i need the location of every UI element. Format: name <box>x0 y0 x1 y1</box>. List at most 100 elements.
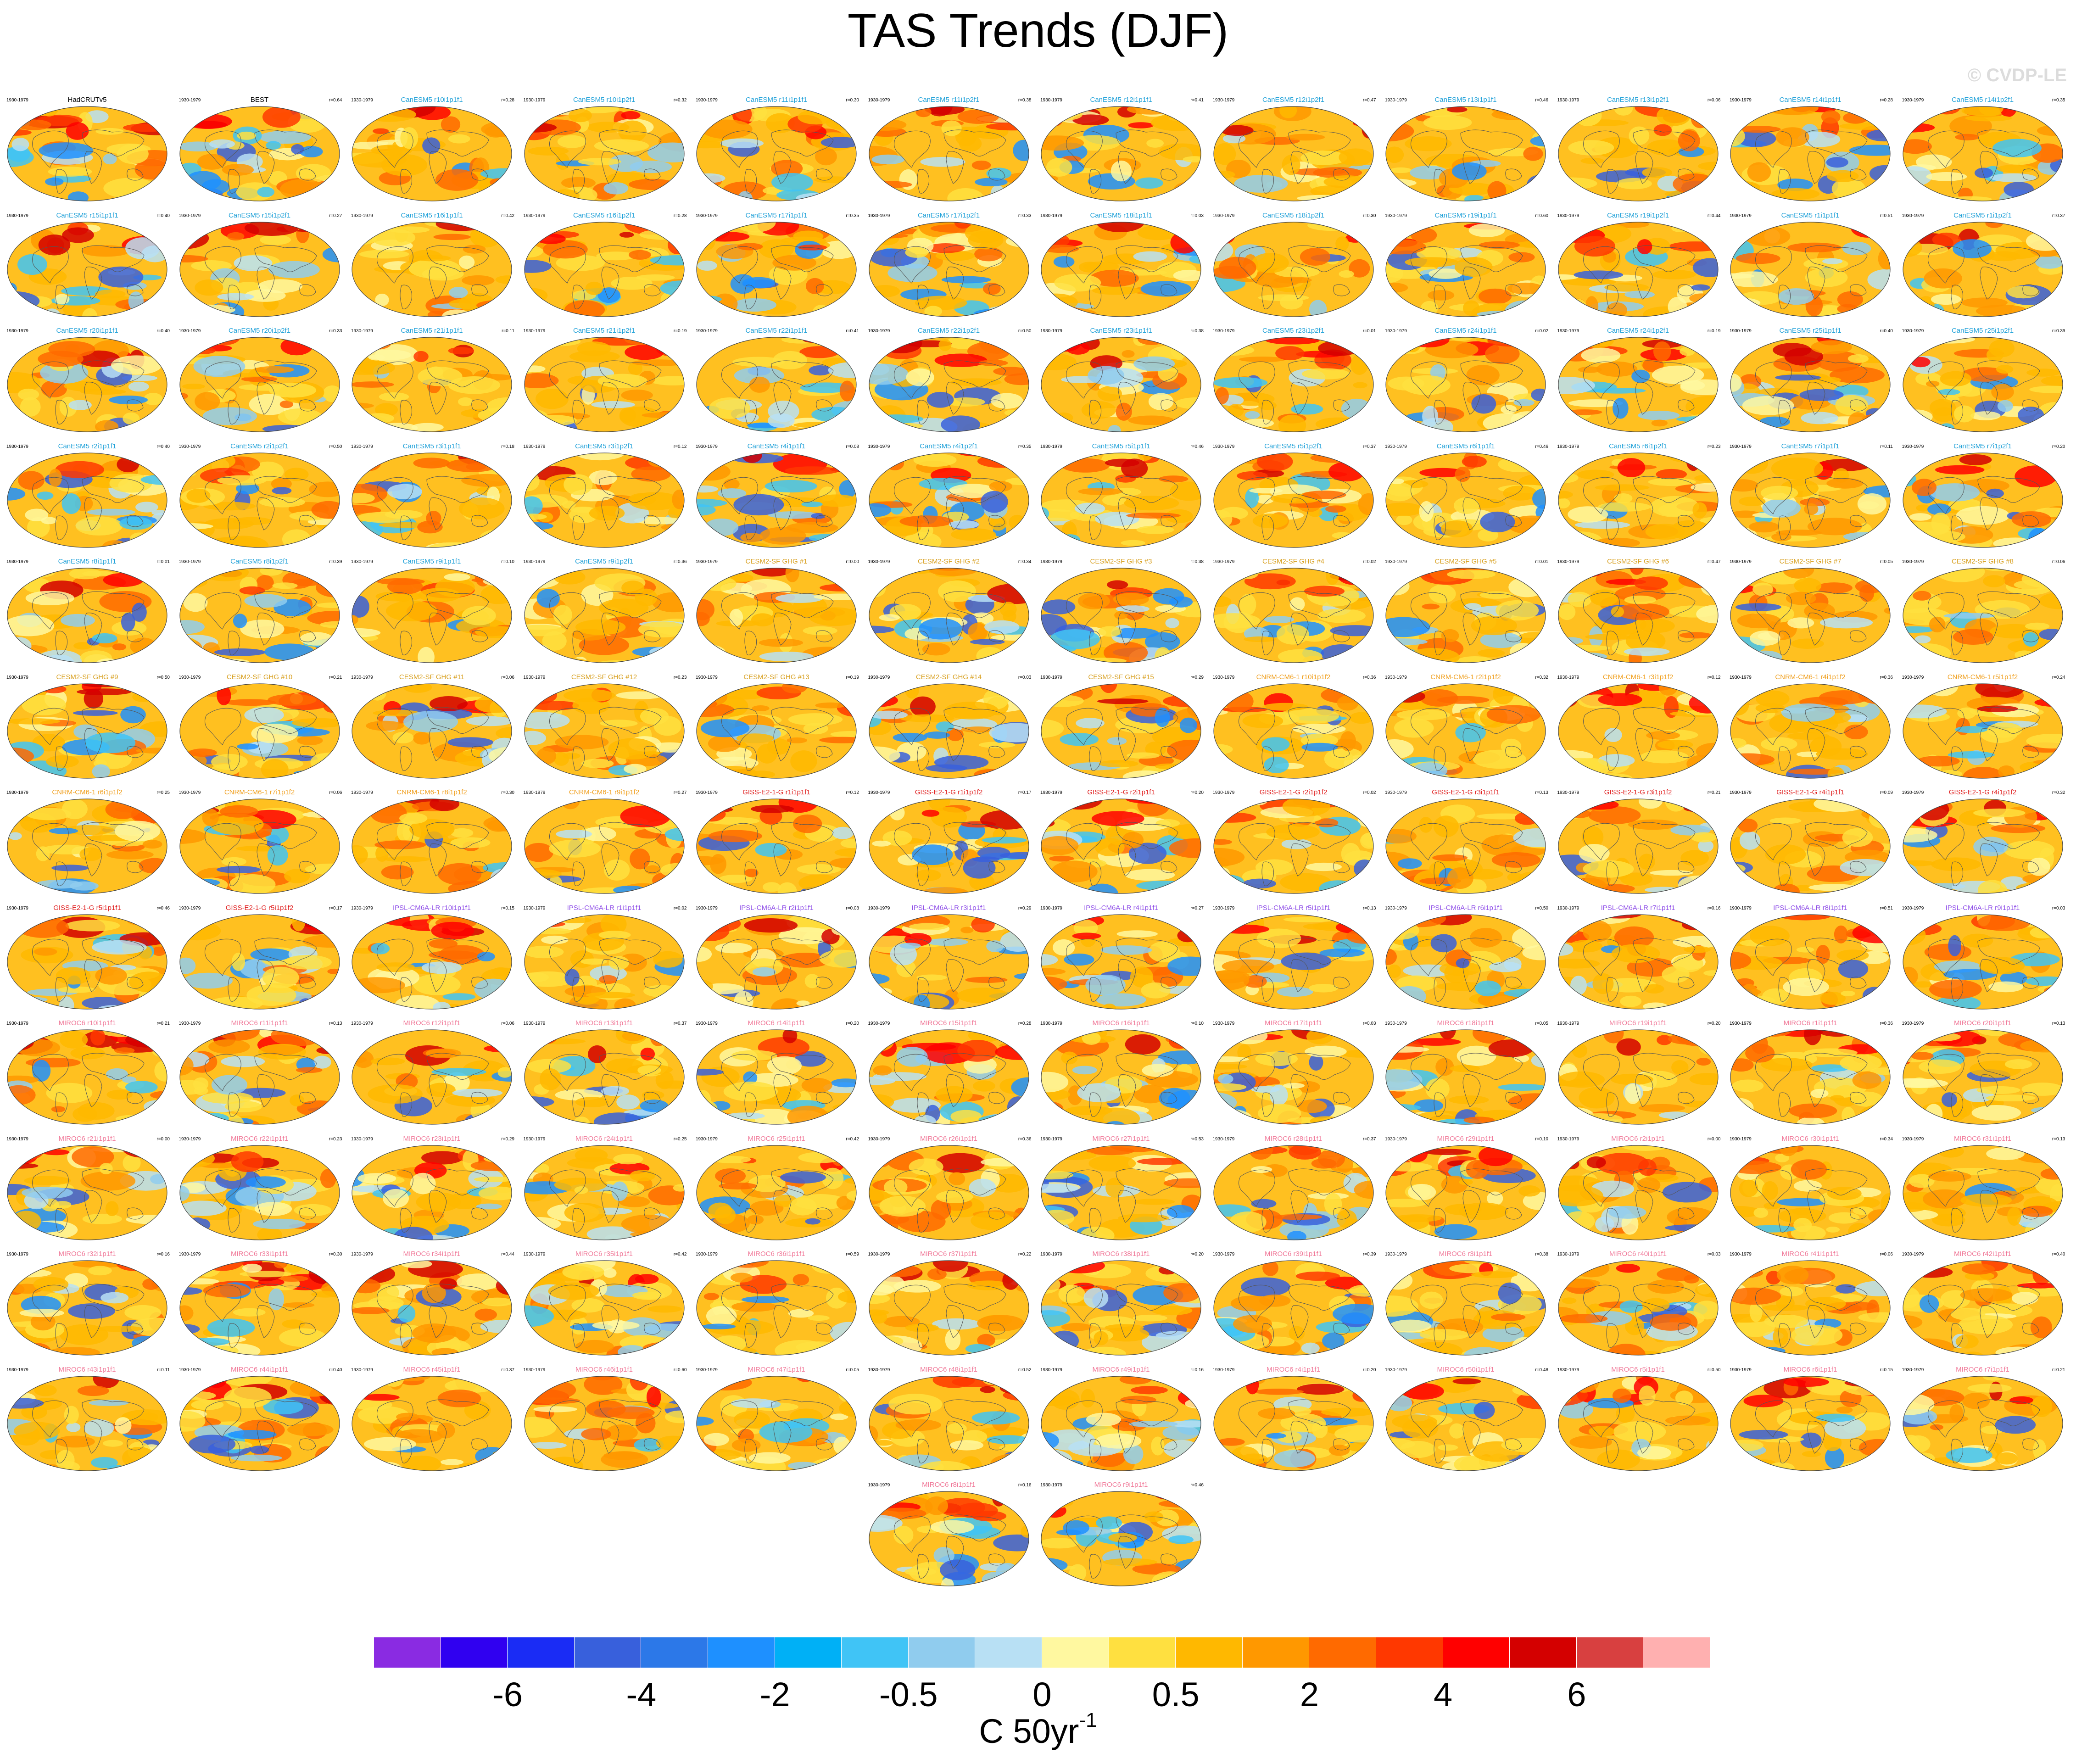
map-border <box>7 337 167 432</box>
panel-period-label: 1930-1979 <box>523 790 546 795</box>
map-border <box>1730 337 1891 432</box>
field-blob <box>1166 106 1201 114</box>
field-blob <box>373 128 389 134</box>
field-blob <box>697 1090 711 1111</box>
coastline <box>1635 151 1653 184</box>
field-blob <box>352 799 373 816</box>
field-blob <box>1504 957 1522 971</box>
field-blob <box>697 914 730 924</box>
field-blob <box>1524 1114 1545 1124</box>
coastline <box>773 613 792 646</box>
field-blob <box>2014 580 2057 590</box>
field-blob <box>701 576 737 592</box>
field-blob <box>259 497 305 508</box>
coastline <box>893 477 931 514</box>
field-blob <box>1985 222 2003 228</box>
field-blob <box>1386 851 1412 872</box>
map-panel: 1930-1979 CanESM5 r24i1p2f1 r=0.19 <box>1553 323 1724 437</box>
field-blob <box>229 874 275 893</box>
field-blob <box>1176 914 1194 923</box>
coastline <box>601 151 619 184</box>
coastline <box>2022 515 2039 527</box>
field-blob <box>1637 239 1652 254</box>
panel-title: CESM2-SF GHG #6 <box>1607 558 1669 565</box>
field-blob <box>220 1055 265 1067</box>
coastline <box>256 266 275 300</box>
field-blob <box>1257 1104 1301 1123</box>
field-blob <box>1771 533 1791 541</box>
field-blob <box>1560 637 1583 644</box>
field-blob <box>759 239 794 259</box>
map-panel: 1930-1979 CNRM-CM6-1 r4i1p1f2 r=0.36 <box>1725 669 1896 784</box>
field-blob <box>1432 854 1468 861</box>
field-blob <box>1338 270 1354 278</box>
coastline <box>773 382 792 415</box>
field-blob <box>1884 607 1890 614</box>
coastline <box>572 977 585 1002</box>
map-border <box>1557 568 1719 663</box>
field-blob <box>555 829 592 839</box>
field-blob <box>1276 624 1309 645</box>
map-field <box>1213 106 1374 201</box>
coastline <box>643 399 661 412</box>
coastline <box>471 630 488 642</box>
coastline <box>1116 476 1178 503</box>
coastline <box>893 361 931 399</box>
field-blob <box>1508 505 1546 518</box>
map-field <box>1213 798 1374 894</box>
panel-correlation: r=0.23 <box>673 675 687 680</box>
panel-correlation: r=0.01 <box>1535 559 1548 564</box>
panel-period-label: 1930-1979 <box>1730 1021 1752 1026</box>
map-field <box>696 683 857 779</box>
coastline <box>601 382 619 415</box>
field-blob <box>820 137 856 148</box>
field-blob <box>1508 577 1546 597</box>
field-blob <box>1060 732 1099 746</box>
field-blob <box>55 461 105 478</box>
coastline <box>1583 246 1620 284</box>
field-blob <box>586 992 635 998</box>
map-border <box>1730 568 1891 663</box>
panel-correlation: r=0.11 <box>502 329 514 334</box>
coastline <box>55 169 68 194</box>
field-blob <box>1656 469 1687 480</box>
panel-correlation: r=0.12 <box>846 790 859 795</box>
coastline <box>227 169 240 194</box>
coastline <box>1977 360 2040 387</box>
field-blob <box>222 164 254 176</box>
panel-title: IPSL-CM6A-LR r9i1p1f1 <box>1945 904 2020 912</box>
field-blob <box>1300 247 1330 266</box>
field-blob <box>1819 991 1846 1005</box>
coastline <box>1238 130 1275 168</box>
field-blob <box>33 947 57 956</box>
field-blob <box>1870 1067 1890 1075</box>
field-blob <box>587 1045 606 1063</box>
coastline <box>1116 707 1178 734</box>
field-blob <box>265 141 281 150</box>
coastline <box>1261 977 1274 1002</box>
map-field <box>524 337 685 432</box>
panel-period-label: 1930-1979 <box>179 98 201 103</box>
field-blob <box>1422 603 1440 610</box>
coastline <box>1778 746 1791 771</box>
coastline <box>893 1054 931 1091</box>
field-blob <box>1396 709 1451 720</box>
coastline <box>1805 938 1868 965</box>
field-blob <box>473 654 512 663</box>
panel-title: CESM2-SF GHG #3 <box>1090 558 1152 565</box>
panel-correlation: r=0.06 <box>329 790 342 795</box>
field-blob <box>179 1030 210 1042</box>
field-blob <box>481 1119 512 1124</box>
field-blob <box>1041 836 1079 855</box>
field-blob <box>261 759 289 778</box>
field-blob <box>1256 452 1293 471</box>
field-blob <box>1522 944 1546 960</box>
coastline <box>1505 284 1522 296</box>
field-blob <box>496 726 512 740</box>
map-panel: 1930-1979 CanESM5 r18i1p2f1 r=0.30 <box>1208 207 1379 322</box>
field-blob <box>1559 799 1590 809</box>
field-blob <box>915 869 941 882</box>
field-blob <box>82 1213 123 1224</box>
field-blob <box>232 517 272 525</box>
map-border <box>1902 452 2063 548</box>
